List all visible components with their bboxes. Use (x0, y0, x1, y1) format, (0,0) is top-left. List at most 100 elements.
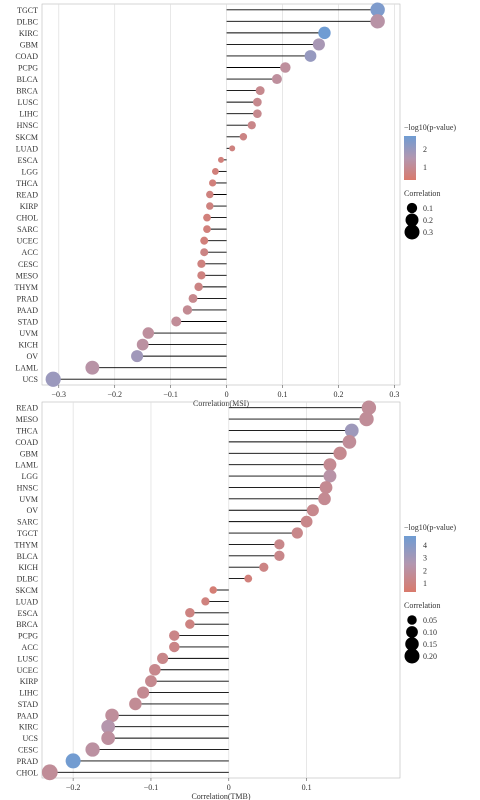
dot-lusc (253, 97, 262, 107)
category-label: UCS (22, 734, 38, 743)
color-legend-tick: 1 (423, 579, 427, 588)
dot-thym (274, 539, 285, 550)
dot-skcm (209, 586, 217, 594)
category-label: CHOL (16, 768, 38, 777)
dot-dlbc (370, 14, 385, 29)
dot-lgg (323, 469, 337, 483)
category-label: CHOL (16, 214, 38, 223)
dot-cesc (85, 742, 100, 757)
dot-gbm (312, 38, 325, 51)
category-label: PRAD (17, 757, 39, 766)
size-legend-title: Correlation (404, 601, 440, 610)
category-label: BRCA (16, 87, 38, 96)
color-legend-title: −log10(p-value) (404, 123, 456, 132)
dot-luad (201, 597, 210, 606)
category-label: BLCA (17, 552, 39, 561)
x-tick-label: −0.1 (144, 783, 159, 792)
x-tick-label: 0.1 (302, 783, 312, 792)
chart-msi: TGCT DLBC KIRC GBM COAD PCPG BLCA BRCA LUSC LIHC H… (14, 2, 456, 408)
x-tick-label: 0 (227, 783, 231, 792)
color-legend-tick: 2 (423, 566, 427, 575)
size-legend-dot (405, 213, 419, 227)
size-legend-dot (404, 224, 420, 240)
dot-kirp (206, 202, 214, 210)
color-legend-bar (404, 536, 416, 592)
dot-uvm (318, 492, 331, 506)
dot-ucec (149, 663, 161, 676)
category-label: BLCA (17, 75, 39, 84)
dot-lgg (211, 167, 219, 175)
dot-luad (229, 145, 236, 152)
category-label: LIHC (19, 689, 38, 698)
x-tick-label: −0.1 (163, 390, 178, 399)
category-label: SKCM (15, 133, 38, 142)
category-label: GBM (20, 449, 38, 458)
dot-paad (105, 708, 119, 723)
category-label: UCS (22, 375, 38, 384)
dot-read (361, 400, 377, 415)
category-label: SARC (17, 518, 38, 527)
dot-hnsc (247, 121, 256, 130)
category-label: PCPG (18, 64, 38, 73)
x-tick-label: −0.2 (107, 390, 122, 399)
category-label: MESO (16, 271, 38, 280)
dot-meso (197, 271, 206, 280)
category-label: LAML (15, 364, 38, 373)
size-legend-label: 0.15 (423, 640, 437, 649)
category-label: COAD (15, 438, 38, 447)
dot-brca (255, 86, 265, 96)
category-label: PAAD (17, 306, 38, 315)
category-label: ACC (22, 248, 38, 257)
dot-gbm (333, 446, 347, 460)
dot-coad (342, 435, 357, 449)
category-label: STAD (18, 318, 38, 327)
dot-pcpg (169, 630, 180, 641)
dot-chol (203, 213, 211, 222)
dot-brca (185, 619, 195, 629)
category-label: KIRC (19, 723, 38, 732)
category-label: LGG (22, 167, 39, 176)
category-label: KIRP (20, 677, 39, 686)
size-legend-label: 0.2 (423, 216, 433, 225)
dot-kirc (318, 26, 331, 40)
category-label: THCA (16, 179, 38, 188)
category-label: HNSC (17, 483, 38, 492)
dot-acc (169, 641, 180, 653)
size-legend-dot (407, 615, 417, 625)
category-label: MESO (16, 415, 38, 424)
dot-esca (217, 156, 225, 163)
dot-hnsc (319, 481, 333, 494)
size-legend-title: Correlation (404, 189, 440, 198)
color-legend-bar (404, 136, 416, 180)
category-label: LUAD (16, 144, 38, 153)
category-label: LAML (15, 461, 38, 470)
size-legend-dot (405, 637, 419, 651)
dot-kirc (101, 719, 115, 734)
dot-lusc (157, 652, 169, 664)
category-label: KICH (18, 341, 38, 350)
x-axis-label: Correlation(TMB) (191, 792, 250, 800)
dot-laml (323, 458, 337, 472)
dot-lihc (137, 686, 150, 699)
category-label: READ (16, 191, 38, 200)
dot-tgct (370, 2, 385, 17)
category-label: THYM (14, 283, 38, 292)
x-tick-label: 0.3 (389, 390, 399, 399)
category-label: UVM (19, 495, 38, 504)
dot-stad (129, 697, 142, 711)
dot-acc (200, 248, 209, 257)
category-label: TGCT (17, 529, 38, 538)
dot-kich (259, 562, 269, 572)
category-label: ESCA (18, 609, 39, 618)
dot-meso (359, 411, 374, 427)
category-label: READ (16, 404, 38, 413)
dot-dlbc (244, 574, 253, 583)
category-label: ACC (22, 643, 38, 652)
dot-skcm (239, 133, 248, 141)
size-legend-dot (406, 202, 418, 214)
category-label: DLBC (17, 17, 38, 26)
color-legend-tick: 3 (423, 554, 427, 563)
dot-lihc (253, 109, 262, 119)
category-label: LGG (22, 472, 39, 481)
